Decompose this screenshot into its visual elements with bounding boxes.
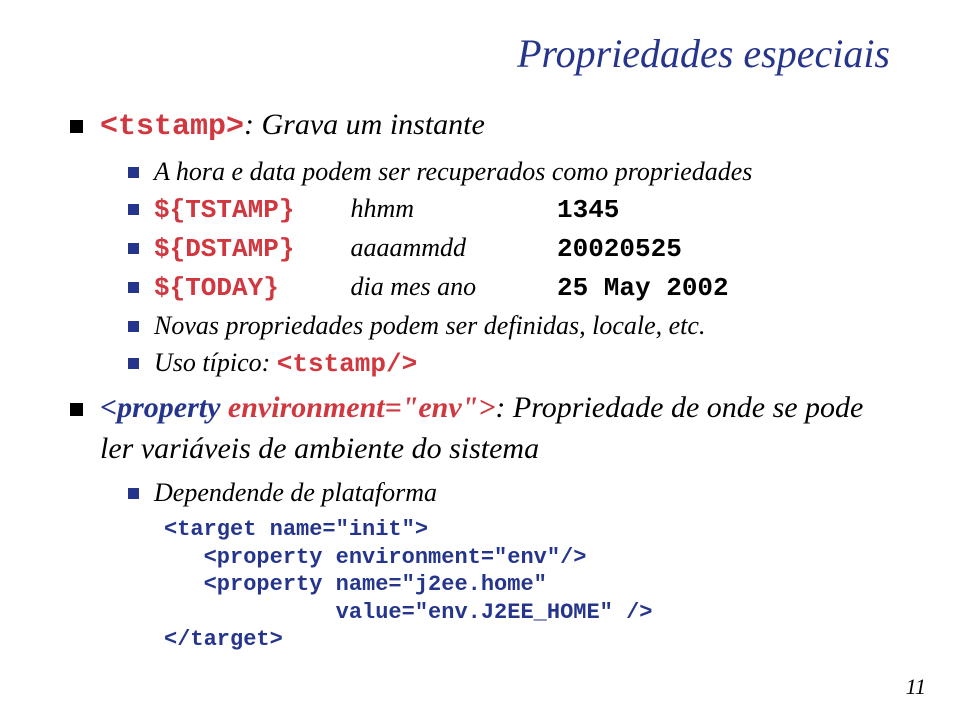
dstamp-var: ${DSTAMP} (154, 232, 344, 267)
sub-novas-props: Novas propriedades podem ser definidas, … (128, 308, 900, 343)
sub-today-row: ${TODAY} dia mes ano 25 May 2002 (128, 269, 900, 306)
property-tag: <property (100, 391, 220, 424)
bullet-property-env: <property environment="env">: Propriedad… (70, 388, 900, 654)
tstamp-fmt: hhmm (351, 191, 551, 226)
tstamp-example: 1345 (557, 195, 619, 225)
sub-dstamp-row: ${DSTAMP} aaaammdd 20020525 (128, 230, 900, 267)
property-attr: environment="env"> (220, 391, 495, 424)
bullet-tstamp: <tstamp>: Grava um instante A hora e dat… (70, 105, 900, 382)
sub-recover-text: A hora e data podem ser recuperados como… (128, 154, 900, 189)
dstamp-example: 20020525 (557, 234, 682, 264)
dstamp-fmt: aaaammdd (351, 230, 551, 265)
bullet-list-level1: <tstamp>: Grava um instante A hora e dat… (60, 105, 900, 654)
tstamp-sublist: A hora e data podem ser recuperados como… (100, 154, 900, 383)
sub-uso-tipico: Uso típico: <tstamp/> (128, 345, 900, 382)
slide-container: Propriedades especiais <tstamp>: Grava u… (0, 0, 960, 718)
property-sublist: Dependende de plataforma (100, 475, 900, 510)
today-example: 25 May 2002 (557, 273, 729, 303)
uso-tipico-code: <tstamp/> (277, 349, 417, 379)
today-fmt: dia mes ano (351, 269, 551, 304)
sub-dependente: Dependende de plataforma (128, 475, 900, 510)
tstamp-tag: <tstamp> (100, 110, 244, 144)
page-number: 11 (906, 674, 926, 700)
tstamp-text: : Grava um instante (244, 108, 485, 141)
sub-tstamp-row: ${TSTAMP} hhmm 1345 (128, 191, 900, 228)
code-block: <target name="init"> <property environme… (164, 516, 900, 654)
slide-title: Propriedades especiais (60, 30, 890, 77)
tstamp-var: ${TSTAMP} (154, 193, 344, 228)
uso-tipico-label: Uso típico: (154, 348, 277, 377)
today-var: ${TODAY} (154, 271, 344, 306)
